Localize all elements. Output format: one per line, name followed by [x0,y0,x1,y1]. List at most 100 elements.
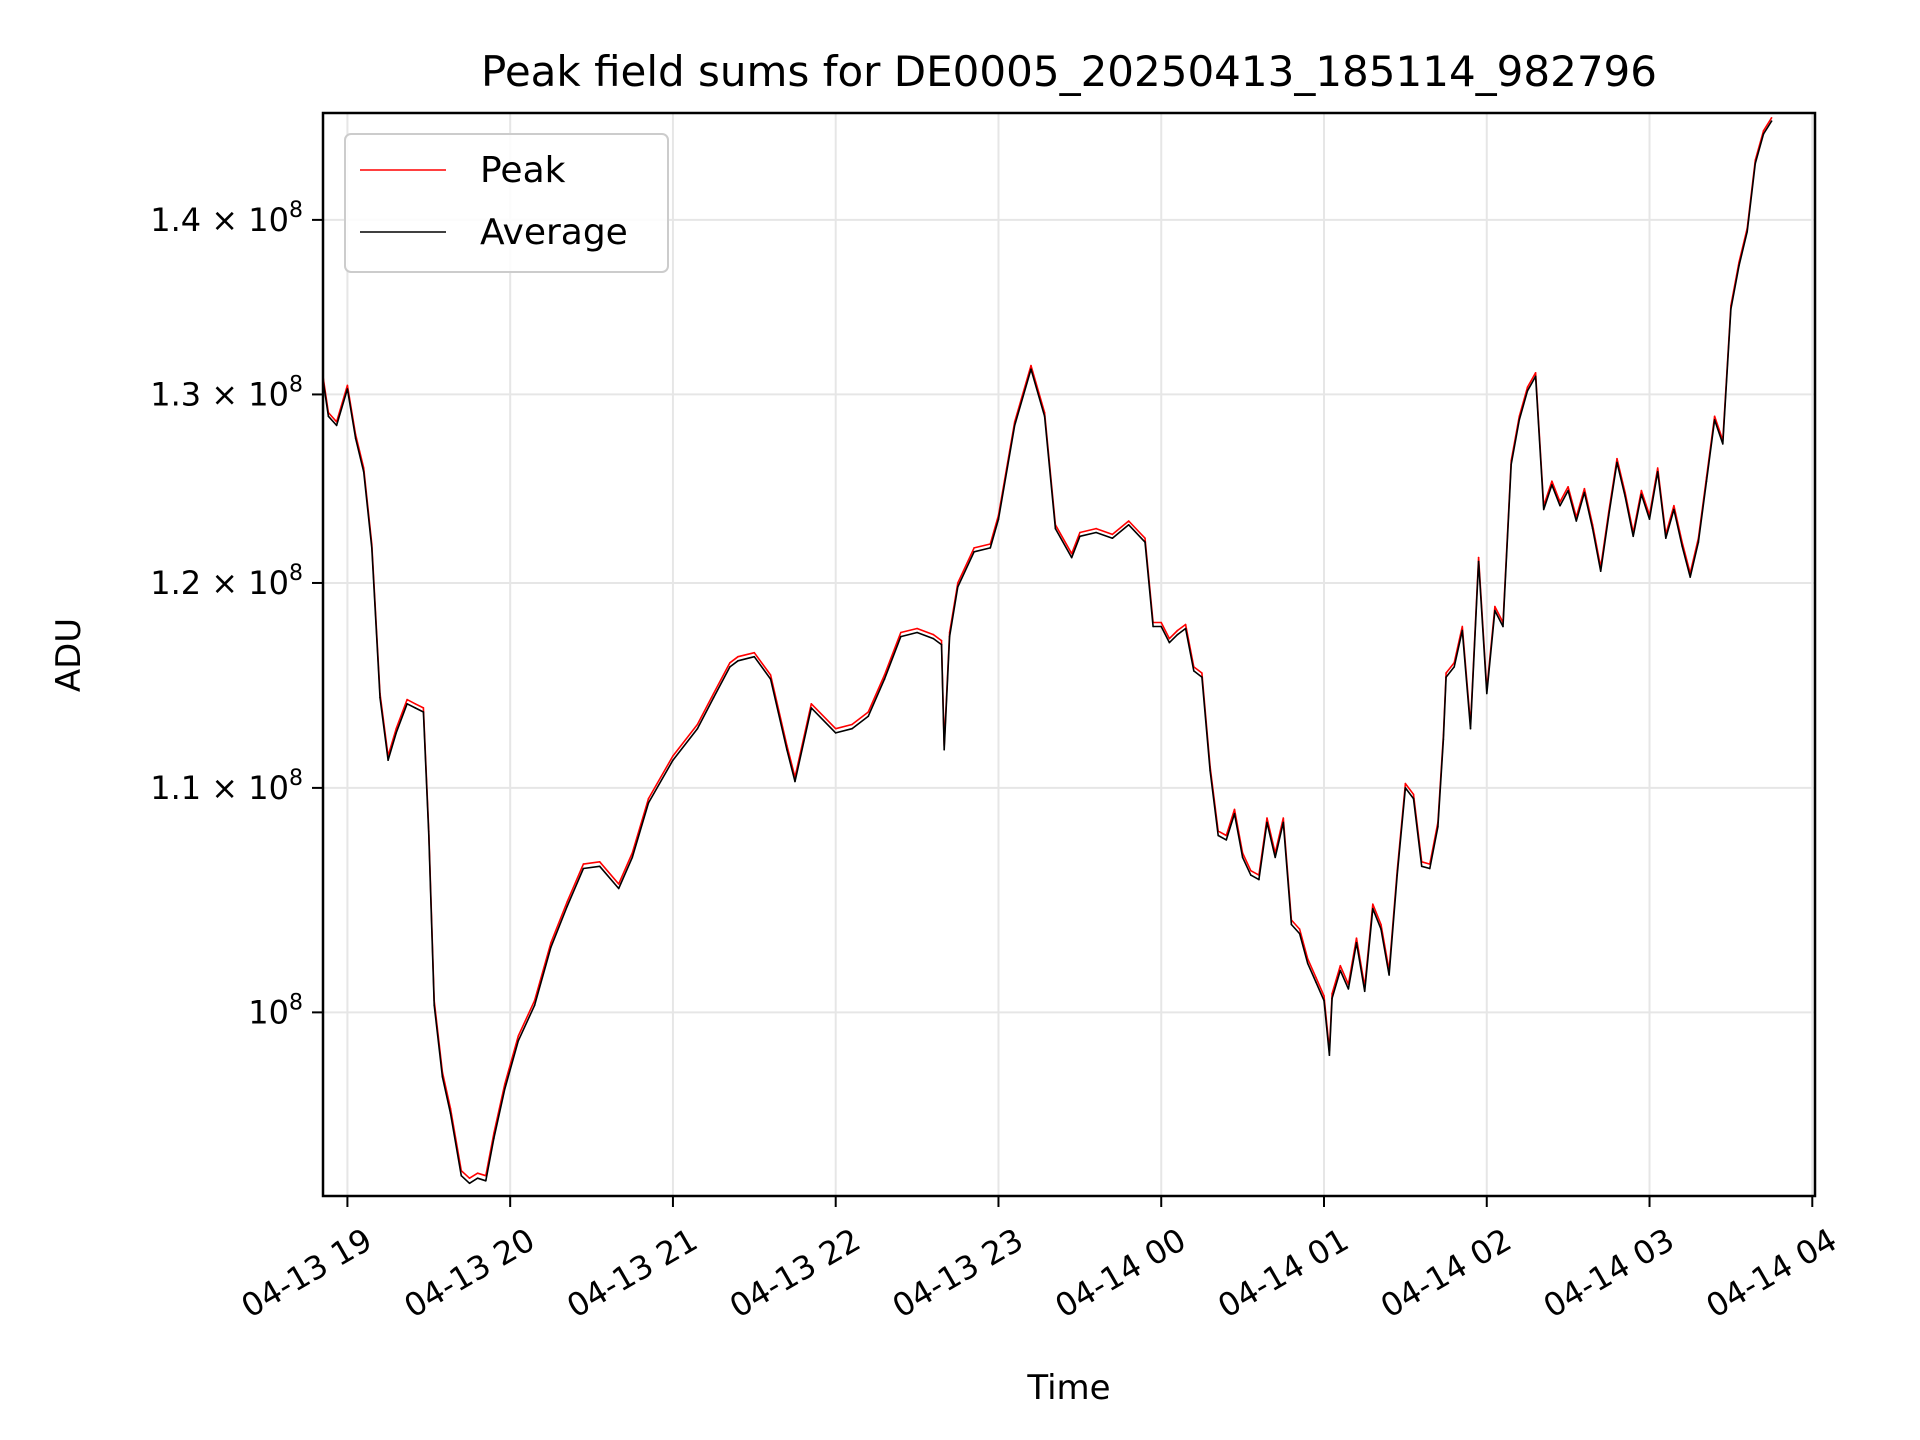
average-point [672,759,674,761]
peak-point [1477,556,1480,559]
peak-point [916,627,918,630]
peak-point [729,662,731,664]
peak-point [1184,623,1187,626]
average-point [598,865,601,868]
average-point [1315,981,1317,983]
average-point [422,711,425,713]
peak-point [1070,552,1073,555]
average-point [1437,826,1439,828]
average-point [916,631,918,634]
average-point [631,856,634,859]
peak-point [940,639,943,642]
peak-point [1160,621,1162,624]
average-point [395,732,398,734]
y-tick-label: 1.4 × 108 [150,198,303,239]
average-point [1567,489,1569,492]
average-point [1013,424,1016,427]
average-point [1380,928,1382,930]
average-point [1442,738,1445,740]
peak-point [769,674,772,676]
average-point [1225,839,1228,841]
average-point [1217,834,1219,837]
average-point [362,471,365,473]
peak-point [1127,520,1130,522]
average-point [617,887,620,890]
average-point [1306,962,1309,965]
average-point [948,635,951,638]
average-point [379,696,381,699]
average-point [786,748,788,751]
peak-point [1250,869,1252,872]
series-lines [322,117,1773,1185]
peak-point [1770,117,1773,119]
average-point [335,424,338,427]
peak-point [1526,386,1529,389]
legend: Peak Average [344,133,669,273]
peak-point [504,1083,506,1085]
peak-point [1713,415,1716,418]
average-point [1160,625,1162,628]
average-point [737,660,739,662]
average-point [1616,461,1618,464]
peak-point [867,711,870,713]
peak-point [1616,457,1618,460]
peak-point [1079,531,1081,534]
average-point [1689,576,1691,578]
average-point [1127,524,1130,526]
average-point [753,655,756,658]
peak-point [346,384,349,387]
average-point [1534,375,1537,378]
peak-point [422,707,425,709]
peak-point [672,755,674,757]
average-point [1388,974,1390,976]
average-line [322,120,1773,1185]
average-point [943,748,945,751]
peak-point [1298,928,1301,930]
average-point [794,780,796,783]
peak-point [753,651,756,654]
peak-point [1583,487,1586,490]
chart-title: Peak field sums for DE0005_20250413_1851… [481,47,1657,96]
x-tick-label: 04-14 04 [1700,1221,1844,1326]
average-point [1681,545,1683,547]
average-point [1542,508,1545,511]
average-point [867,715,870,717]
peak-point [476,1172,479,1174]
peak-point [1201,672,1203,674]
average-point [433,1004,436,1007]
x-tick-label: 04-13 21 [560,1221,704,1326]
legend-peak-label: Peak [480,150,566,191]
average-point [1510,463,1512,466]
average-point [1054,527,1057,530]
average-point [1266,821,1268,824]
average-point [989,547,992,549]
average-point [428,834,430,837]
average-point [468,1182,471,1185]
x-tick-label: 04-14 02 [1374,1221,1518,1326]
average-point [1396,874,1398,876]
peak-point [1567,486,1569,488]
average-point [533,1004,536,1007]
peak-point [1030,364,1032,367]
peak-point [973,547,975,549]
average-point [582,867,585,870]
peak-point [851,723,853,726]
average-point [566,905,568,908]
average-point [504,1088,506,1090]
average-point [1624,495,1626,498]
average-point [1722,443,1724,445]
average-point [1632,535,1634,538]
average-point [1209,770,1211,772]
peak-point [1372,903,1374,905]
x-tick-label: 04-13 22 [723,1221,867,1326]
peak-point [395,727,398,730]
average-point [1762,133,1765,135]
average-point [1095,531,1097,534]
average-point [493,1137,495,1139]
peak-point [414,703,417,705]
average-point [441,1076,444,1078]
average-point [1494,609,1496,612]
average-point [1355,942,1358,944]
average-point [449,1112,452,1115]
